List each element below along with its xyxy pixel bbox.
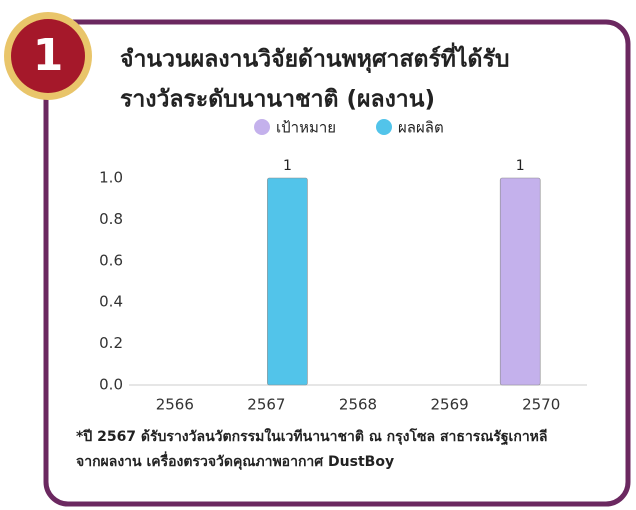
legend-label: ผลผลิต [398, 119, 444, 137]
card [43, 19, 631, 507]
legend-swatch [376, 119, 392, 135]
data-label: 1 [283, 158, 292, 174]
x-tick-label: 2570 [522, 396, 560, 414]
badge-number: 1 [33, 30, 64, 81]
y-tick-label: 0.6 [99, 251, 123, 269]
y-tick-label: 1.0 [99, 169, 123, 187]
x-tick-label: 2567 [247, 396, 285, 414]
note: จากผลงาน เครื่องตรวจวัดคุณภาพอากาศ DustB… [76, 451, 394, 470]
y-tick-label: 0.2 [99, 334, 123, 352]
legend-label: เป้าหมาย [276, 119, 336, 137]
bar [499, 177, 541, 386]
chart-title: รางวัลระดับนานาชาติ (ผลงาน) [120, 87, 435, 113]
data-label: 1 [516, 158, 525, 174]
x-tick-label: 2566 [156, 396, 194, 414]
y-tick-label: 0.8 [99, 210, 123, 228]
y-tick-label: 0.4 [99, 293, 123, 311]
x-tick-label: 2568 [339, 396, 377, 414]
chart-title: จำนวนผลงานวิจัยด้านพหุศาสตร์ที่ได้รับ [120, 42, 509, 74]
bar [267, 177, 308, 386]
note: *ปี 2567 ด้รับรางวัลนวัตกรรมในเวทีนานาชา… [76, 427, 547, 446]
badge [11, 19, 85, 93]
x-tick-label: 2569 [431, 396, 469, 414]
y-tick-label: 0.0 [99, 376, 123, 394]
legend-swatch [254, 119, 270, 135]
